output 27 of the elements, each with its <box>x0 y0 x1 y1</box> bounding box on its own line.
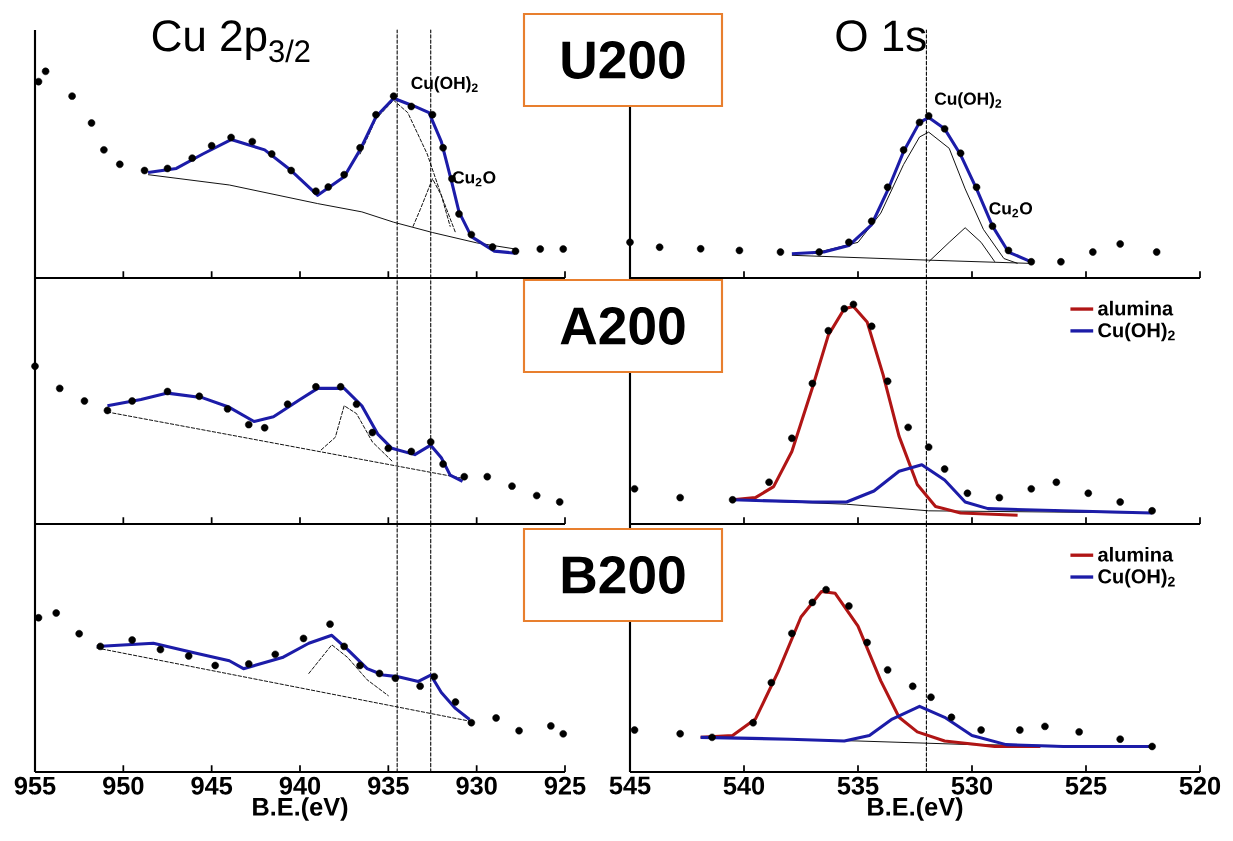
x-tick-label: 540 <box>723 776 765 795</box>
annotation: B200 <box>562 556 685 594</box>
annotation: Cu(OH)$_{2}$ <box>934 92 1002 109</box>
chart-title: O 1s <box>836 20 926 52</box>
legend-label: Cu(OH)$_{2}$ <box>1098 568 1175 588</box>
x-axis-title: B.E.(eV) <box>253 797 348 821</box>
x-tick-label: 945 <box>191 776 233 795</box>
x-axis-title: B.E.(eV) <box>868 797 963 821</box>
annotation: Cu(OH)$_{2}$ <box>411 76 478 93</box>
x-tick-label: 925 <box>544 776 586 795</box>
legend-label: Cu(OH)$_{2}$ <box>1098 322 1175 342</box>
chart-title: Cu 2p$_{3/2}$ <box>152 20 310 63</box>
x-tick-label: 520 <box>1179 776 1221 795</box>
legend-label: alumina <box>1098 300 1174 316</box>
x-tick-label: 950 <box>103 776 144 795</box>
x-tick-label: 530 <box>951 776 993 795</box>
annotation: Cu$_{2}$O <box>989 202 1033 218</box>
annotation: A200 <box>560 307 685 345</box>
x-tick-label: 930 <box>456 776 497 795</box>
x-tick-label: 955 <box>14 776 56 795</box>
x-tick-label: 525 <box>1065 776 1107 795</box>
x-tick-label: 545 <box>609 776 651 795</box>
annotation: U200 <box>562 41 685 79</box>
legend-label: alumina <box>1098 546 1174 562</box>
x-tick-label: 935 <box>368 776 409 795</box>
x-tick-label: 535 <box>837 776 879 795</box>
x-tick-label: 940 <box>279 776 321 795</box>
